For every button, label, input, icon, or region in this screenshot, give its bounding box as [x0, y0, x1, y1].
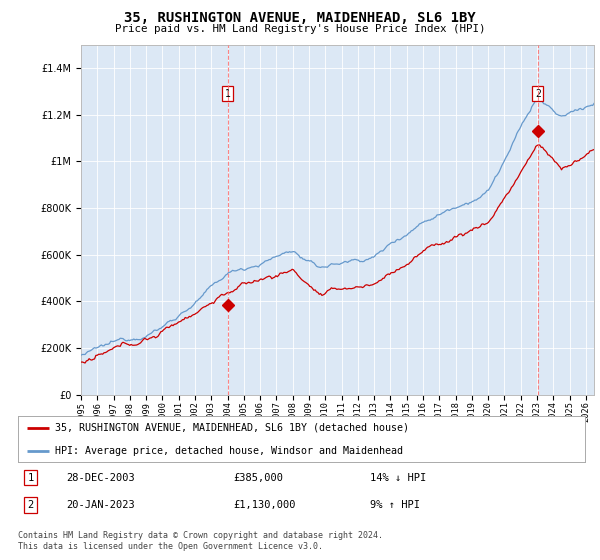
Text: 1: 1 [224, 89, 230, 99]
Text: HPI: Average price, detached house, Windsor and Maidenhead: HPI: Average price, detached house, Wind… [55, 446, 403, 455]
Text: 28-DEC-2003: 28-DEC-2003 [66, 473, 135, 483]
Text: Price paid vs. HM Land Registry's House Price Index (HPI): Price paid vs. HM Land Registry's House … [115, 24, 485, 34]
Text: 1: 1 [28, 473, 34, 483]
Text: 9% ↑ HPI: 9% ↑ HPI [370, 500, 419, 510]
Text: 20-JAN-2023: 20-JAN-2023 [66, 500, 135, 510]
Text: This data is licensed under the Open Government Licence v3.0.: This data is licensed under the Open Gov… [18, 542, 323, 551]
Text: Contains HM Land Registry data © Crown copyright and database right 2024.: Contains HM Land Registry data © Crown c… [18, 531, 383, 540]
Text: 14% ↓ HPI: 14% ↓ HPI [370, 473, 426, 483]
Text: £385,000: £385,000 [233, 473, 283, 483]
Text: 2: 2 [535, 89, 541, 99]
Text: 2: 2 [28, 500, 34, 510]
Text: 35, RUSHINGTON AVENUE, MAIDENHEAD, SL6 1BY: 35, RUSHINGTON AVENUE, MAIDENHEAD, SL6 1… [124, 11, 476, 25]
Text: £1,130,000: £1,130,000 [233, 500, 296, 510]
Text: 35, RUSHINGTON AVENUE, MAIDENHEAD, SL6 1BY (detached house): 35, RUSHINGTON AVENUE, MAIDENHEAD, SL6 1… [55, 423, 409, 432]
